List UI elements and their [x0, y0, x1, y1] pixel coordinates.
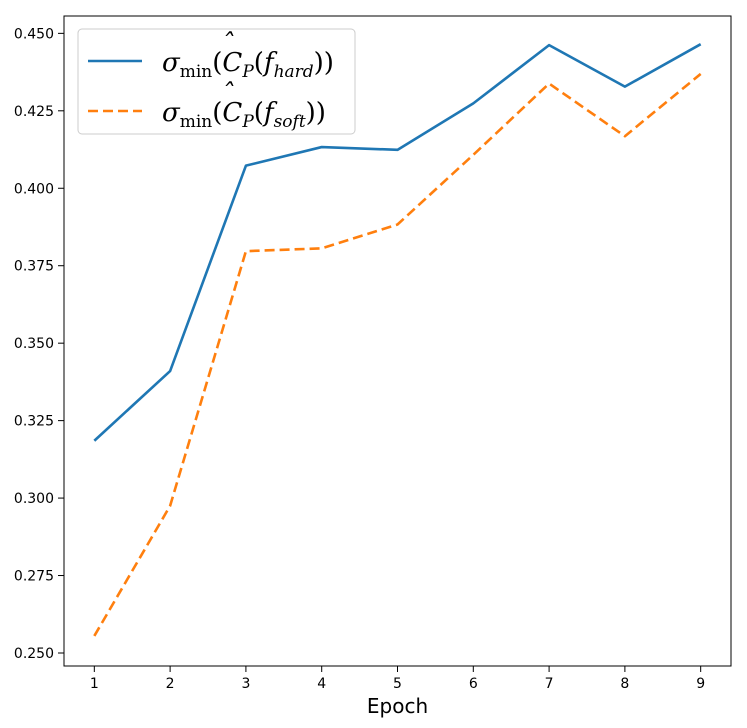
y-tick-label: 0.250	[14, 646, 54, 662]
x-tick-label: 5	[393, 676, 402, 692]
series-line-soft	[93, 72, 702, 637]
x-tick-label: 2	[166, 676, 175, 692]
y-tick-label: 0.375	[14, 259, 54, 275]
y-axis-ticks: 0.250 0.275 0.300 0.325 0.350 0.375 0.400 0.425…	[14, 26, 64, 662]
x-tick-label: 7	[545, 676, 554, 692]
legend-hat-soft: ˆ	[221, 79, 234, 109]
x-tick-label: 9	[696, 676, 705, 692]
y-tick-label: 0.400	[14, 181, 54, 197]
y-tick-label: 0.325	[14, 414, 54, 430]
x-tick-label: 1	[90, 676, 99, 692]
series-layer	[93, 43, 702, 637]
x-axis-ticks: 1 2 3 4 5 6 7 8 9	[90, 666, 705, 692]
legend-hat-hard: ˆ	[221, 29, 234, 59]
x-axis-label: Epoch	[367, 694, 428, 718]
legend-label-hard: σmin(CP(fhard))	[162, 48, 334, 82]
y-tick-label: 0.450	[14, 26, 54, 42]
y-tick-label: 0.275	[14, 569, 54, 585]
y-tick-label: 0.425	[14, 104, 54, 120]
x-tick-label: 4	[317, 676, 326, 692]
y-tick-label: 0.300	[14, 491, 54, 507]
x-tick-label: 8	[620, 676, 629, 692]
x-tick-label: 3	[241, 676, 250, 692]
x-tick-label: 6	[469, 676, 478, 692]
series-line-hard	[93, 43, 702, 442]
y-tick-label: 0.350	[14, 336, 54, 352]
legend: σmin(CP(fhard)) ˆ σmin(CP(fsoft)) ˆ	[77, 28, 356, 135]
legend-box	[77, 28, 356, 135]
